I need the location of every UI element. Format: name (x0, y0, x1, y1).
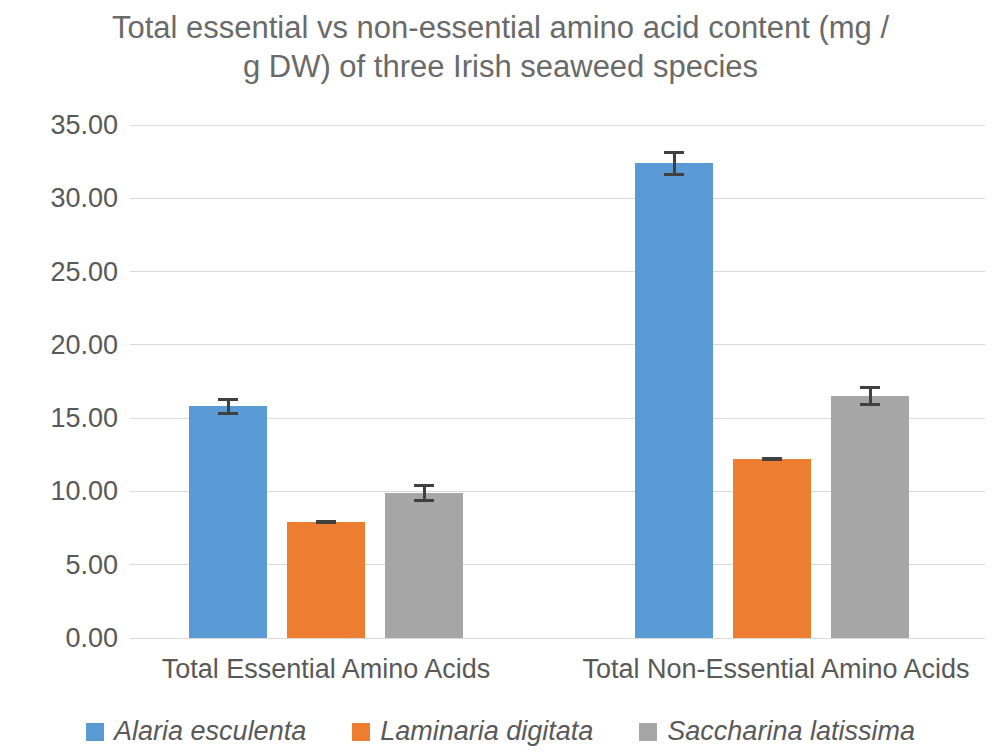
legend-entry-saccharina-latissima: Saccharina latissima (639, 716, 915, 747)
bar-laminaria-digitata-total-non-essential-amino-acids (733, 459, 811, 638)
gridline (130, 271, 985, 272)
y-axis-tick-label: 35.00 (0, 111, 118, 139)
bar-saccharina-latissima-total-essential-amino-acids (385, 493, 463, 638)
chart-legend: Alaria esculenta Laminaria digitata Saccha… (0, 716, 1001, 747)
x-axis-category-essential: Total Essential Amino Acids (162, 654, 491, 685)
y-axis-tick-label: 15.00 (0, 404, 118, 432)
legend-label: Alaria esculenta (114, 716, 306, 747)
y-axis-tick-label: 20.00 (0, 331, 118, 359)
error-bar-cap (860, 386, 880, 389)
error-bar-cap (762, 458, 782, 461)
error-bar-cap (664, 173, 684, 176)
legend-label: Saccharina latissima (667, 716, 915, 747)
legend-entry-laminaria-digitata: Laminaria digitata (352, 716, 593, 747)
y-axis-tick-label: 25.00 (0, 258, 118, 286)
bar-chart: Total essential vs non-essential amino a… (0, 0, 1001, 756)
error-bar-cap (414, 499, 434, 502)
error-bar-cap (860, 403, 880, 406)
error-bar-cap (664, 151, 684, 154)
error-bar-cap (316, 521, 336, 524)
y-axis-tick-label: 5.00 (0, 551, 118, 579)
plot-area: 0.00 5.00 10.00 15.00 20.00 25.00 30.00 35.00 (0, 0, 1001, 756)
legend-entry-alaria-esculenta: Alaria esculenta (86, 716, 306, 747)
x-axis-category-non-essential: Total Non-Essential Amino Acids (582, 654, 969, 685)
y-axis-tick-label: 0.00 (0, 624, 118, 652)
error-bar-cap (414, 484, 434, 487)
legend-swatch-icon (639, 723, 657, 741)
legend-swatch-icon (86, 723, 104, 741)
bar-alaria-esculenta-total-essential-amino-acids (189, 406, 267, 638)
error-bar-cap (218, 412, 238, 415)
bar-saccharina-latissima-total-non-essential-amino-acids (831, 396, 909, 638)
legend-label: Laminaria digitata (380, 716, 593, 747)
error-bar-cap (218, 398, 238, 401)
legend-swatch-icon (352, 723, 370, 741)
gridline (130, 198, 985, 199)
bar-laminaria-digitata-total-essential-amino-acids (287, 522, 365, 638)
gridline (130, 125, 985, 126)
gridline (130, 344, 985, 345)
bar-alaria-esculenta-total-non-essential-amino-acids (635, 163, 713, 638)
y-axis-tick-label: 10.00 (0, 477, 118, 505)
y-axis-tick-label: 30.00 (0, 184, 118, 212)
